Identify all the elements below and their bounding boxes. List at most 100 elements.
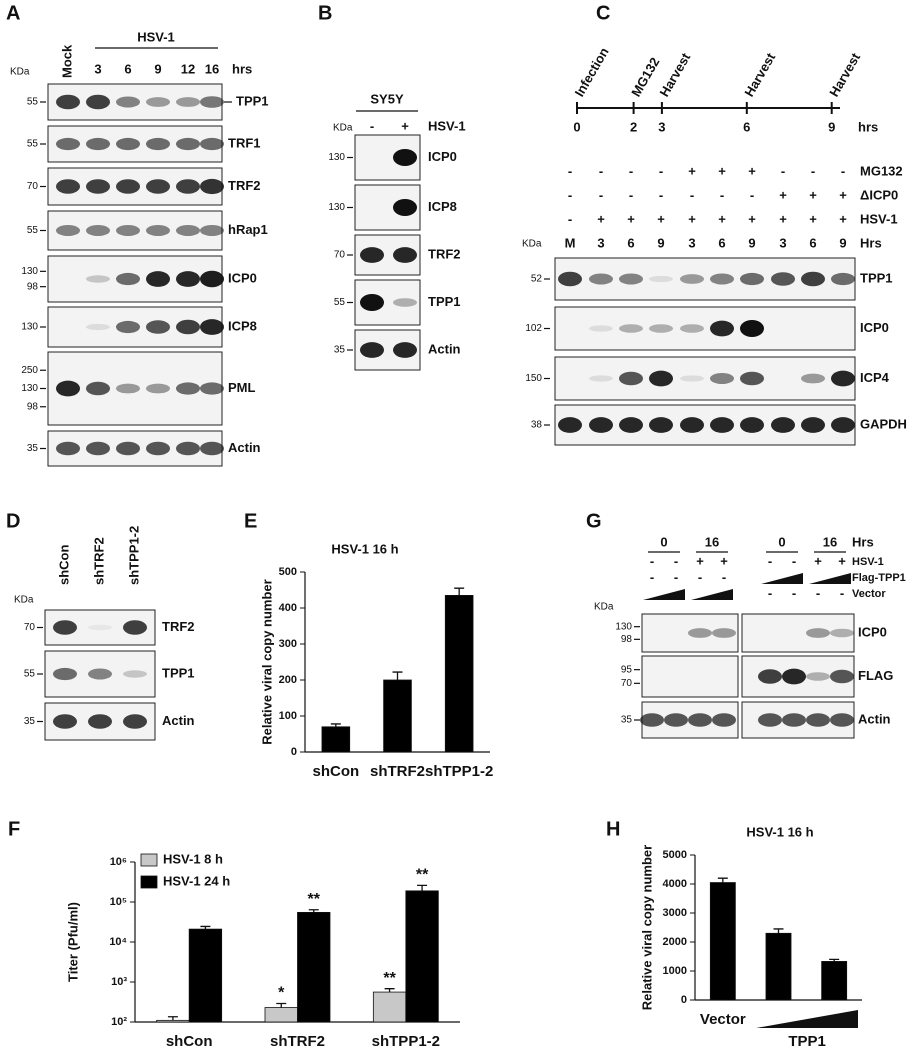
band bbox=[680, 375, 704, 382]
band bbox=[200, 270, 224, 288]
condition-sign: + bbox=[779, 211, 787, 226]
legend-label: HSV-1 24 h bbox=[163, 873, 230, 888]
marker-label: 98 bbox=[27, 401, 39, 412]
band bbox=[116, 225, 140, 236]
band bbox=[771, 417, 795, 433]
x-group-label: TPP1 bbox=[788, 1033, 826, 1050]
blot-label: ICP0 bbox=[860, 320, 889, 335]
x-tick-label: Vector bbox=[700, 1011, 746, 1028]
time-group: 16 bbox=[705, 534, 719, 549]
band bbox=[200, 319, 224, 335]
band bbox=[88, 624, 112, 631]
condition-label: Vector bbox=[852, 588, 886, 600]
panel-letter: F bbox=[8, 818, 20, 840]
blot-label: Actin bbox=[428, 341, 461, 356]
band bbox=[710, 373, 734, 384]
time-label: 2 bbox=[630, 119, 637, 134]
blot-label: FLAG bbox=[858, 668, 893, 683]
blot-label: TRF1 bbox=[228, 135, 261, 150]
lane-label: - bbox=[370, 118, 374, 133]
lane-label: 6 bbox=[627, 235, 634, 250]
blot-label: Actin bbox=[858, 711, 891, 726]
condition-label: HSV-1 bbox=[860, 211, 898, 226]
blot-frame bbox=[554, 356, 856, 401]
marker-label: 130 bbox=[328, 202, 345, 213]
band bbox=[176, 225, 200, 236]
condition-sign: + bbox=[657, 211, 665, 226]
marker-label: 35 bbox=[621, 715, 633, 726]
band bbox=[393, 199, 417, 216]
band bbox=[393, 247, 417, 263]
y-tick-label: 0 bbox=[291, 746, 297, 758]
band bbox=[393, 342, 417, 358]
condition-sign: - bbox=[568, 187, 572, 202]
blot-label: TRF2 bbox=[428, 246, 461, 261]
band bbox=[771, 272, 795, 286]
blot-label: TPP1 bbox=[236, 93, 269, 108]
band bbox=[830, 669, 854, 684]
marker-label: 55 bbox=[27, 139, 39, 150]
panel-letter: G bbox=[586, 510, 602, 532]
condition-sign: - bbox=[650, 569, 654, 584]
significance: ** bbox=[416, 867, 429, 884]
kda-label: KDa bbox=[14, 595, 34, 606]
band bbox=[589, 273, 613, 285]
band bbox=[710, 273, 734, 285]
significance: * bbox=[278, 985, 285, 1002]
error-bar bbox=[167, 1016, 178, 1021]
condition-sign: + bbox=[748, 163, 756, 178]
band bbox=[806, 672, 830, 681]
band bbox=[680, 417, 704, 433]
y-tick-label: 3000 bbox=[663, 907, 687, 919]
band bbox=[831, 370, 855, 387]
condition-sign: + bbox=[814, 553, 822, 568]
band bbox=[116, 320, 140, 334]
lane-label: 6 bbox=[809, 235, 816, 250]
condition-sign: + bbox=[839, 187, 847, 202]
band bbox=[86, 441, 110, 456]
band bbox=[56, 380, 80, 397]
condition-sign: - bbox=[674, 569, 678, 584]
band bbox=[831, 272, 855, 286]
lane-label: 12 bbox=[181, 61, 195, 76]
band bbox=[116, 272, 140, 286]
band bbox=[801, 417, 825, 433]
band bbox=[393, 298, 417, 307]
band bbox=[86, 137, 110, 151]
lane-label: 3 bbox=[779, 235, 786, 250]
time-label: 0 bbox=[573, 119, 580, 134]
condition-label: HSV-1 bbox=[852, 556, 884, 568]
bar bbox=[297, 911, 331, 1023]
band bbox=[558, 271, 582, 287]
lane-label: M bbox=[565, 235, 576, 250]
error-bar bbox=[308, 909, 319, 913]
wedge bbox=[756, 1010, 858, 1028]
band bbox=[56, 441, 80, 456]
band bbox=[806, 713, 830, 727]
x-tick-label: shTPP1-2 bbox=[372, 1033, 440, 1050]
condition-label: MG132 bbox=[860, 163, 903, 178]
band bbox=[200, 178, 224, 195]
band bbox=[782, 668, 806, 685]
band bbox=[123, 670, 147, 678]
y-tick-label: 10³ bbox=[111, 976, 127, 988]
lane-label: 9 bbox=[839, 235, 846, 250]
condition-sign: - bbox=[722, 569, 726, 584]
band bbox=[116, 383, 140, 394]
band bbox=[688, 713, 712, 727]
marker-label: 38 bbox=[531, 420, 543, 431]
time-group: 0 bbox=[660, 534, 667, 549]
bar bbox=[709, 882, 736, 1001]
bar bbox=[156, 1019, 190, 1023]
marker-label: 150 bbox=[525, 373, 542, 384]
lane-label: 9 bbox=[154, 61, 161, 76]
wedge bbox=[643, 589, 685, 600]
x-tick-label: shCon bbox=[312, 763, 359, 780]
band bbox=[664, 713, 688, 727]
marker-label: 55 bbox=[334, 297, 346, 308]
band bbox=[53, 714, 77, 729]
event-label: Harvest bbox=[826, 50, 863, 99]
band bbox=[801, 373, 825, 384]
bar bbox=[372, 991, 407, 1023]
band bbox=[86, 94, 110, 110]
